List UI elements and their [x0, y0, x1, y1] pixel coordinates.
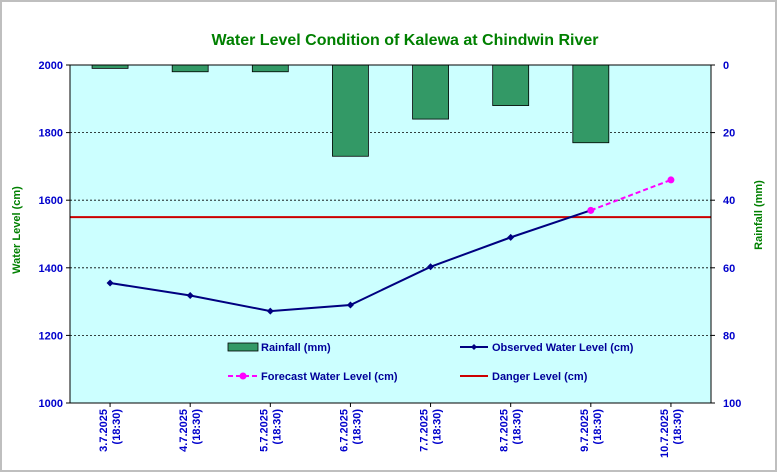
- legend-observed-marker: [471, 344, 477, 350]
- legend-observed-label: Observed Water Level (cm): [492, 342, 634, 354]
- left-tick-label: 1600: [39, 195, 63, 207]
- left-tick-label: 1800: [39, 128, 63, 140]
- x-tick-time: (18:30): [351, 409, 363, 445]
- right-axis-label: Rainfall (mm): [753, 180, 765, 250]
- observed-point: [106, 279, 114, 287]
- legend-rainfall-label: Rainfall (mm): [261, 342, 331, 354]
- rainfall-bars: [91, 64, 610, 157]
- right-tick-label: 80: [723, 330, 735, 342]
- x-tick-label: 3.7.2025 (18:30): [98, 409, 123, 452]
- right-tick-label: 20: [723, 128, 735, 140]
- x-axis-tick-labels: 3.7.2025 (18:30) 4.7.2025 (18:30) 5.7.2025 (1…: [98, 409, 684, 458]
- right-axis-tick-labels: 0 20 40 60 80 100: [723, 60, 741, 410]
- forecast-water-level-markers: [587, 176, 675, 214]
- left-tick-label: 1400: [39, 263, 63, 275]
- right-tick-label: 40: [723, 195, 735, 207]
- rainfall-bar: [251, 64, 289, 73]
- left-tick-label: 2000: [39, 60, 63, 72]
- x-tick-time: (18:30): [271, 409, 283, 445]
- rainfall-bar: [412, 64, 449, 120]
- left-tick-label: 1000: [39, 398, 63, 410]
- x-tick-label: 6.7.2025 (18:30): [338, 409, 363, 452]
- x-tick-label: 4.7.2025 (18:30): [178, 409, 203, 452]
- x-tick-date: 10.7.2025: [659, 409, 671, 458]
- x-tick-date: 3.7.2025: [98, 409, 110, 452]
- right-tick-label: 0: [723, 60, 729, 72]
- forecast-point: [667, 176, 675, 184]
- forecast-water-level-line: [590, 178, 672, 212]
- x-tick-time: (18:30): [592, 409, 604, 445]
- x-tick-label: 10.7.2025 (18:30): [659, 409, 684, 458]
- right-tick-label: 100: [723, 398, 741, 410]
- x-tick-date: 5.7.2025: [258, 409, 270, 452]
- rainfall-bar: [572, 64, 610, 144]
- chart-title: Water Level Condition of Kalewa at Chind…: [211, 32, 598, 49]
- x-tick-date: 9.7.2025: [579, 409, 591, 452]
- axes: [66, 64, 715, 407]
- observed-point: [186, 292, 194, 300]
- legend-danger-label: Danger Level (cm): [492, 371, 588, 383]
- rainfall-bar: [332, 64, 369, 157]
- x-tick-label: 7.7.2025 (18:30): [419, 409, 444, 452]
- rainfall-bar: [91, 64, 129, 69]
- x-tick-label: 8.7.2025 (18:30): [499, 409, 524, 452]
- legend-forecast-marker: [239, 372, 247, 380]
- rainfall-bar: [492, 64, 530, 106]
- x-tick-label: 5.7.2025 (18:30): [258, 409, 283, 452]
- x-tick-date: 7.7.2025: [419, 409, 431, 452]
- observed-point: [266, 307, 274, 315]
- x-tick-time: (18:30): [111, 409, 123, 445]
- x-tick-time: (18:30): [672, 409, 684, 445]
- legend-rainfall-swatch: [227, 342, 259, 352]
- legend-forecast-label: Forecast Water Level (cm): [261, 371, 398, 383]
- x-tick-time: (18:30): [512, 409, 524, 445]
- x-tick-date: 6.7.2025: [338, 409, 350, 452]
- observed-point: [507, 233, 515, 241]
- x-tick-date: 4.7.2025: [178, 409, 190, 452]
- x-tick-label: 9.7.2025 (18:30): [579, 409, 604, 452]
- left-axis-label: Water Level (cm): [11, 186, 23, 274]
- x-tick-time: (18:30): [191, 409, 203, 445]
- rainfall-bar: [171, 64, 209, 73]
- x-tick-time: (18:30): [432, 409, 444, 445]
- legend: Rainfall (mm) Observed Water Level (cm) …: [227, 342, 634, 383]
- forecast-point: [587, 206, 595, 214]
- left-axis-tick-labels: 1000 1200 1400 1600 1800 2000: [39, 60, 63, 410]
- x-tick-date: 8.7.2025: [499, 409, 511, 452]
- observed-point: [427, 263, 435, 271]
- observed-point: [346, 301, 354, 309]
- left-tick-label: 1200: [39, 330, 63, 342]
- right-tick-label: 60: [723, 263, 735, 275]
